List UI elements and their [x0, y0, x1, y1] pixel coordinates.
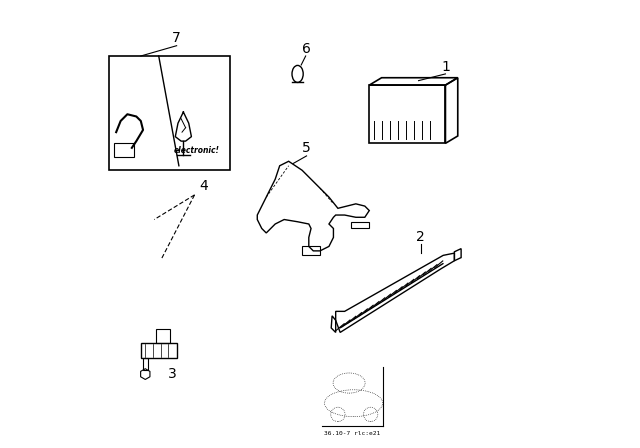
Text: 2: 2 [417, 230, 425, 244]
Text: 5: 5 [302, 141, 311, 155]
Bar [109, 56, 230, 170]
Text: electronic!: electronic! [174, 146, 220, 155]
Text: 3: 3 [168, 367, 177, 381]
Text: 4: 4 [199, 179, 208, 193]
Text: 7: 7 [172, 31, 181, 45]
Bar [114, 143, 134, 157]
Text: 36.10-7 rlc:e21: 36.10-7 rlc:e21 [324, 431, 380, 436]
Text: 6: 6 [302, 42, 311, 56]
Text: 1: 1 [441, 60, 450, 74]
